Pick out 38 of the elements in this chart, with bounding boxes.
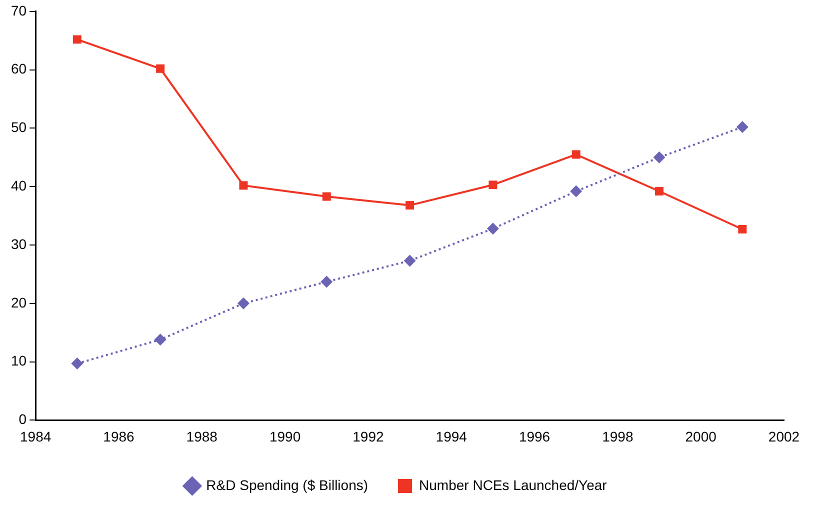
- x-tick-label: 1984: [20, 428, 52, 444]
- y-tick-label: 50: [10, 119, 27, 136]
- point: [320, 276, 333, 288]
- y-tick-label: 40: [10, 177, 27, 194]
- point: [322, 192, 331, 201]
- point: [239, 181, 248, 190]
- y-tick-label: 0: [18, 411, 27, 428]
- x-tick-label: 1994: [436, 428, 468, 444]
- legend-label: Number NCEs Launched/Year: [419, 476, 608, 493]
- x-tick-label: 1990: [269, 428, 301, 444]
- y-tick-label: 60: [10, 60, 27, 77]
- point: [406, 201, 414, 210]
- point: [570, 185, 582, 198]
- point: [237, 297, 250, 310]
- point: [655, 187, 664, 196]
- point: [72, 35, 82, 44]
- point: [736, 121, 748, 134]
- point: [154, 334, 166, 346]
- y-tick-label: 30: [10, 236, 27, 252]
- legend-label: R&D Spending ($ Billions): [206, 476, 368, 493]
- point: [71, 358, 84, 370]
- y-tick-label: 20: [10, 294, 27, 310]
- point: [738, 224, 747, 234]
- point: [488, 180, 498, 190]
- x-tick-label: 2000: [685, 428, 717, 444]
- y-tick-label: 10: [10, 352, 27, 369]
- x-tick-label: 1986: [103, 428, 135, 444]
- point: [653, 151, 666, 164]
- x-tick-label: 1996: [518, 428, 550, 444]
- point: [486, 222, 499, 235]
- point: [572, 150, 580, 159]
- point: [404, 254, 416, 267]
- x-tick-label: 1992: [352, 428, 384, 444]
- x-tick-label: 2002: [768, 428, 800, 444]
- x-tick-label: 1998: [602, 428, 634, 444]
- point: [156, 64, 165, 73]
- x-tick-label: 1988: [186, 428, 218, 444]
- y-tick-label: 70: [10, 2, 27, 18]
